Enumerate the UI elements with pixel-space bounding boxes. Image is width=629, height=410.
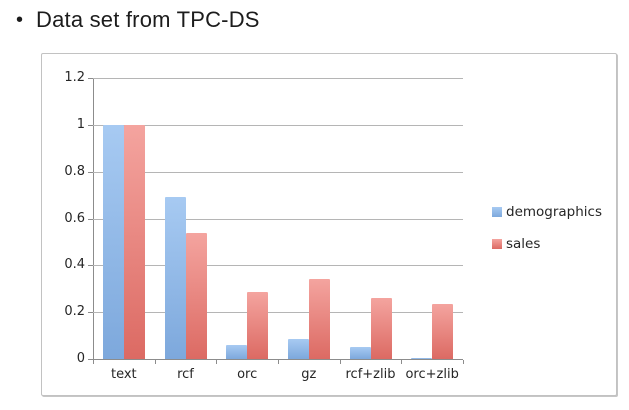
slide-title-row: • Data set from TPC-DS: [16, 7, 260, 33]
gridline: [93, 78, 463, 79]
x-axis-tick: [154, 360, 156, 364]
y-axis-tick: [88, 312, 93, 314]
gridline: [93, 124, 463, 126]
y-axis-tick: [88, 171, 93, 173]
x-tick-label: rcf: [177, 367, 194, 382]
bar-demographics-rcf: [164, 197, 186, 359]
legend-swatch-icon: [492, 207, 502, 217]
bar-sales-rcf: [185, 232, 207, 359]
y-tick-label: 0.6: [64, 210, 85, 226]
y-tick-label: 0.4: [64, 257, 85, 273]
y-axis-tick: [88, 359, 93, 360]
x-tick-label: gz: [301, 367, 317, 382]
legend-swatch-icon: [492, 239, 502, 249]
x-tick-label: orc+zlib: [405, 367, 459, 382]
slide-title: Data set from TPC-DS: [36, 7, 260, 32]
bullet-icon: •: [16, 9, 24, 31]
bar-demographics-orc: [226, 344, 248, 359]
y-axis-tick: [88, 218, 93, 220]
bar-demographics-text: [103, 124, 124, 359]
bar-sales-rcf+zlib: [370, 298, 392, 359]
gridline: [93, 171, 463, 173]
bar-demographics-orc+zlib: [411, 357, 433, 359]
y-tick-label: 0.8: [64, 163, 85, 179]
y-axis-tick: [88, 265, 93, 267]
x-tick-label: rcf+zlib: [345, 367, 396, 382]
y-tick-label: 0: [76, 351, 85, 366]
bar-demographics-gz: [288, 339, 309, 359]
x-axis-tick: [401, 360, 403, 364]
gridline: [93, 312, 463, 314]
y-tick-label: 0.2: [64, 304, 85, 320]
bar-demographics-rcf+zlib: [349, 347, 371, 359]
legend-entry-sales: sales: [492, 236, 602, 252]
gridline: [93, 265, 463, 267]
bar-sales-orc: [247, 292, 269, 359]
chart-frame: 0 0.2 0.4 0.6 0.8 1 1.2 text rcf orc gz rcf+zlib orc…: [41, 53, 617, 396]
bar-sales-text: [124, 124, 145, 359]
x-axis-tick: [278, 360, 279, 364]
x-axis-tick: [339, 360, 341, 364]
bar-sales-orc+zlib: [432, 303, 454, 359]
y-axis-tick: [88, 78, 93, 79]
x-axis-line: [93, 359, 463, 360]
x-tick-label: orc: [237, 367, 258, 382]
y-tick-label: 1.2: [64, 70, 85, 85]
legend-label: sales: [506, 236, 541, 252]
plot-area: 0 0.2 0.4 0.6 0.8 1 1.2 text rcf orc gz rcf+zlib orc…: [64, 70, 464, 382]
bar-sales-gz: [309, 279, 330, 359]
legend-entry-demographics: demographics: [492, 204, 602, 220]
legend-label: demographics: [506, 204, 603, 220]
x-axis-tick: [463, 360, 464, 364]
y-axis-tick: [88, 124, 93, 126]
y-tick-label: 1: [76, 116, 85, 132]
x-axis-tick: [93, 360, 94, 364]
gridline: [93, 218, 463, 220]
x-tick-label: text: [111, 367, 137, 382]
x-axis-tick: [216, 360, 218, 364]
chart-legend: demographics sales: [492, 204, 602, 268]
